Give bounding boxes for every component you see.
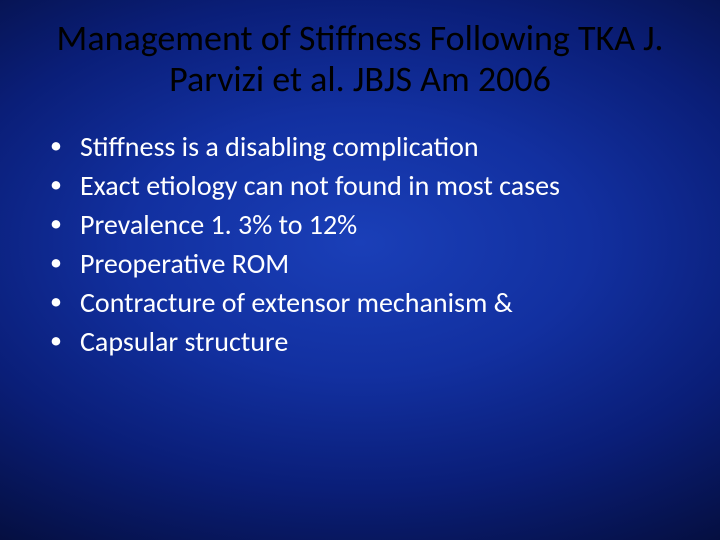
bullet-item: Exact etiology can not found in most cas… <box>40 168 680 203</box>
slide: Management of Stiffness Following TKA J.… <box>0 0 720 540</box>
bullet-item: Capsular structure <box>40 324 680 359</box>
slide-title: Management of Stiffness Following TKA J.… <box>0 0 720 101</box>
bullet-list: Stiffness is a disabling complication Ex… <box>40 129 680 359</box>
slide-body: Stiffness is a disabling complication Ex… <box>0 101 720 359</box>
bullet-item: Stiffness is a disabling complication <box>40 129 680 164</box>
bullet-item: Preoperative ROM <box>40 246 680 281</box>
bullet-item: Contracture of extensor mechanism & <box>40 285 680 320</box>
bullet-item: Prevalence 1. 3% to 12% <box>40 207 680 242</box>
